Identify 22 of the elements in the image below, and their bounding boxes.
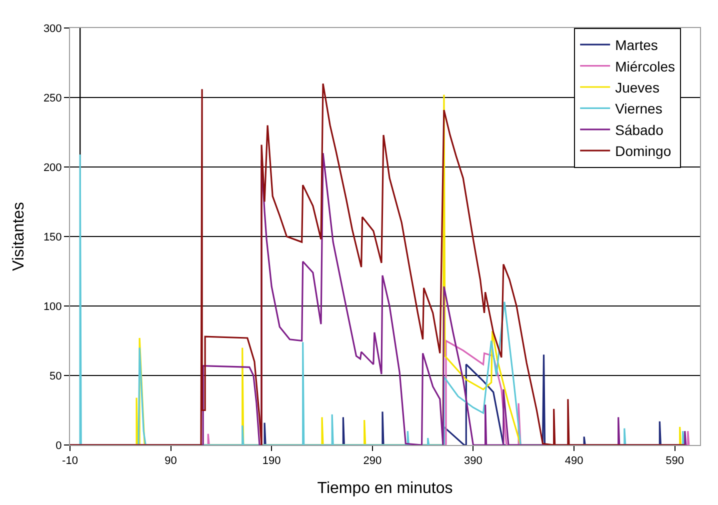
y-tick-label: 50	[50, 370, 62, 382]
x-tick-label: 390	[464, 455, 482, 468]
y-axis-title: Visitantes	[10, 202, 28, 272]
legend-label: Miércoles	[615, 58, 676, 74]
y-tick-label: 0	[56, 440, 62, 452]
x-tick-label: 290	[363, 455, 382, 468]
x-tick-label: 590	[666, 455, 684, 468]
legend-label: Sábado	[615, 122, 664, 138]
x-tick-label: -10	[62, 455, 78, 468]
y-tick-label: 150	[43, 231, 62, 244]
y-tick-label: 250	[43, 92, 62, 104]
x-axis-title: Tiempo en minutos	[317, 480, 453, 497]
legend-label: Domingo	[615, 143, 672, 160]
y-tick-label: 300	[43, 22, 62, 35]
x-tick-label: 190	[262, 455, 281, 468]
legend-label: Viernes	[615, 100, 662, 117]
legend-label: Jueves	[615, 79, 660, 96]
y-tick-label: 200	[43, 162, 62, 174]
x-tick-label: 90	[164, 455, 177, 468]
legend-label: Martes	[615, 37, 658, 54]
y-tick-label: 100	[43, 300, 62, 313]
x-tick-label: 490	[564, 455, 584, 468]
